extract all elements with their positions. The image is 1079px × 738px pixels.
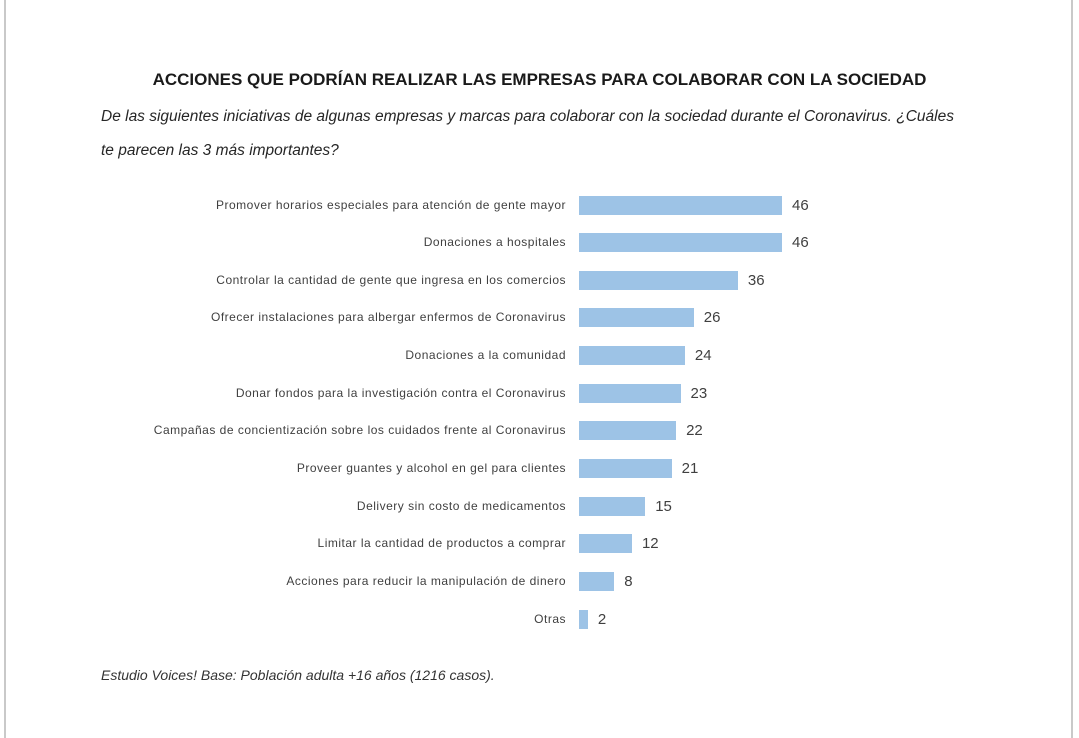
- question-line-1: De las siguientes iniciativas de algunas…: [101, 108, 954, 125]
- category-label: Donaciones a hospitales: [423, 235, 566, 250]
- value-label: 24: [694, 347, 712, 365]
- category-label: Controlar la cantidad de gente que ingre…: [216, 272, 566, 287]
- value-label: 23: [690, 384, 708, 402]
- bar: [579, 346, 685, 366]
- value-label: 22: [686, 422, 703, 440]
- value-label: 46: [792, 234, 809, 252]
- value-label: 2: [597, 610, 607, 628]
- bar: [579, 233, 782, 253]
- bar: [579, 308, 694, 328]
- bar: [579, 572, 615, 591]
- bar: [579, 534, 632, 554]
- chart-question: De las siguientes iniciativas de algunas…: [101, 100, 954, 168]
- category-label: Acciones para reducir la manipulación de…: [286, 574, 566, 588]
- bar: [579, 270, 738, 290]
- category-label: Proveer guantes y alcohol en gel para cl…: [296, 461, 566, 476]
- question-line-2: te parecen las 3 más importantes?: [101, 142, 339, 159]
- chart-title: ACCIONES QUE PODRÍAN REALIZAR LAS EMPRES…: [152, 70, 927, 89]
- category-label: Ofrecer instalaciones para albergar enfe…: [211, 310, 566, 325]
- category-label: Limitar la cantidad de productos a compr…: [317, 536, 566, 551]
- category-label: Delivery sin costo de medicamentos: [356, 498, 566, 513]
- category-label: Donaciones a la comunidad: [405, 348, 566, 363]
- value-label: 46: [792, 196, 809, 214]
- bar: [579, 383, 681, 403]
- value-label: 8: [624, 573, 633, 590]
- value-label: 21: [681, 460, 699, 478]
- value-label: 26: [703, 309, 721, 327]
- value-label: 36: [747, 271, 765, 289]
- value-label: 12: [641, 535, 659, 553]
- category-label: Campañas de concientización sobre los cu…: [153, 423, 566, 438]
- category-label: Promover horarios especiales para atenci…: [215, 197, 566, 212]
- category-label: Donar fondos para la investigación contr…: [235, 385, 566, 400]
- page-frame: [4, 0, 1073, 738]
- bar: [579, 195, 782, 215]
- value-label: 15: [655, 497, 672, 515]
- bar: [579, 459, 672, 479]
- bar: [579, 496, 646, 516]
- category-label: Otras: [534, 611, 566, 626]
- source-note: Estudio Voices! Base: Población adulta +…: [101, 667, 495, 683]
- bar-chart: Promover horarios especiales para atenci…: [100, 190, 860, 640]
- bar: [579, 421, 677, 441]
- bar: [579, 609, 588, 629]
